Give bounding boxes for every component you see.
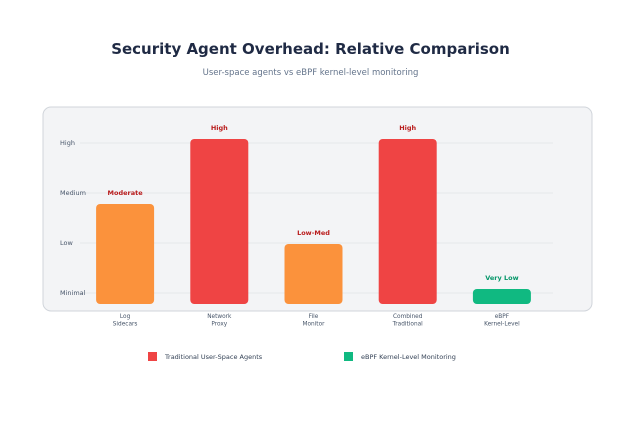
x-axis-ticks: Log Sidecars Network Proxy File Monitor Combin… bbox=[113, 314, 520, 328]
chart-title: Security Agent Overhead: Relative Compar… bbox=[111, 40, 510, 58]
x-tick-label-0-1: Sidecars bbox=[113, 322, 138, 328]
legend-label-traditional: Traditional User-Space Agents bbox=[165, 352, 263, 361]
x-tick-label-2-1: Monitor bbox=[302, 322, 325, 328]
x-tick-label-4-0: eBPF bbox=[495, 314, 509, 320]
y-tick-label-0: Minimal bbox=[60, 289, 86, 297]
chart-subtitle: User-space agents vs eBPF kernel-level m… bbox=[202, 68, 419, 78]
x-tick-label-2-0: File bbox=[309, 314, 319, 320]
x-tick-label-1-1: Proxy bbox=[211, 322, 227, 328]
bar-labels-layer: Moderate High Low-Med High Very Low bbox=[108, 124, 519, 282]
y-tick-label-3: High bbox=[60, 139, 75, 147]
y-tick-label-1: Low bbox=[60, 239, 73, 247]
chart-panel bbox=[42, 106, 593, 312]
legend-label-ebpf: eBPF Kernel-Level Monitoring bbox=[361, 352, 456, 361]
bar-value-label-3: High bbox=[399, 124, 416, 132]
bar-2 bbox=[284, 244, 343, 304]
bar-3 bbox=[378, 139, 437, 304]
bars-layer bbox=[96, 139, 531, 304]
x-tick-label-1-0: Network bbox=[207, 314, 232, 320]
x-tick-label-4-1: Kernel-Level bbox=[484, 322, 520, 328]
bar-value-label-1: High bbox=[211, 124, 228, 132]
legend-item-traditional: Traditional User-Space Agents bbox=[148, 352, 262, 361]
legend-swatch-traditional bbox=[148, 352, 157, 361]
bar-4 bbox=[472, 289, 531, 304]
legend-item-ebpf: eBPF Kernel-Level Monitoring bbox=[344, 352, 456, 361]
x-tick-label-3-1: Traditional bbox=[392, 322, 424, 328]
bar-value-label-0: Moderate bbox=[108, 189, 144, 197]
bar-0 bbox=[96, 204, 155, 304]
bar-1 bbox=[190, 139, 249, 304]
y-tick-label-2: Medium bbox=[60, 189, 86, 197]
y-axis-ticks: Minimal Low Medium High bbox=[60, 139, 86, 297]
legend-swatch-ebpf bbox=[344, 352, 353, 361]
bar-value-label-2: Low-Med bbox=[297, 229, 330, 237]
bar-value-label-4: Very Low bbox=[485, 274, 518, 282]
x-tick-label-3-0: Combined bbox=[393, 314, 423, 320]
x-tick-label-0-0: Log bbox=[120, 314, 131, 320]
